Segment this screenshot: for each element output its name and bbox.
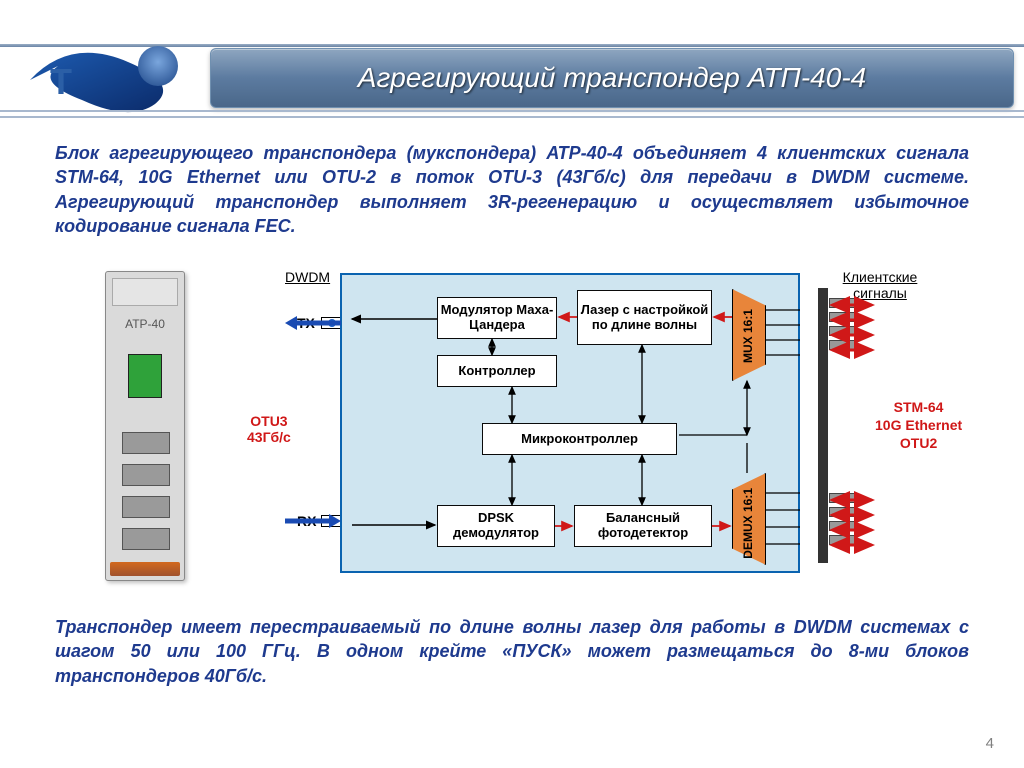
client-arrows-icon	[828, 295, 878, 555]
page-number: 4	[986, 735, 994, 752]
block-dpsk: DPSK демодулятор	[437, 505, 555, 547]
dwdm-label: DWDM	[285, 269, 330, 285]
rx-arrow-icon	[283, 511, 343, 531]
page-title: Агрегирующий транспондер АТП-40-4	[358, 62, 866, 94]
block-laser: Лазер с настройкой по длине волны	[577, 290, 712, 345]
block-modulator: Модулятор Маха-Цандера	[437, 297, 557, 339]
figure: ATP-40 DWDM Клиентские сигналы TX RX OTU…	[55, 263, 969, 593]
sub-lines	[0, 110, 1024, 118]
sfp-port-icon	[122, 464, 170, 486]
block-diagram: Модулятор Маха-Цандера Контроллер Лазер …	[340, 273, 800, 573]
paragraph-1: Блок агрегирующего транспондера (мукспон…	[55, 141, 969, 238]
block-microcontroller: Микроконтроллер	[482, 423, 677, 455]
demux-label: DEMUX 16:1	[741, 488, 755, 559]
green-port-icon	[128, 354, 162, 398]
header-bar: Агрегирующий транспондер АТП-40-4	[210, 48, 1014, 108]
tx-arrow-icon	[283, 313, 343, 333]
mux-label: MUX 16:1	[741, 309, 755, 363]
sfp-port-icon	[122, 432, 170, 454]
sfp-port-icon	[122, 496, 170, 518]
block-balanced: Балансный фотодетектор	[574, 505, 712, 547]
company-logo: T	[10, 42, 200, 117]
client-bar	[818, 288, 828, 563]
svg-text:T: T	[50, 61, 72, 102]
handle-icon	[110, 562, 180, 576]
paragraph-2: Транспондер имеет перестраиваемый по дли…	[55, 615, 969, 688]
hardware-card: ATP-40	[105, 271, 185, 581]
otu3-label: OTU343Гб/с	[247, 413, 291, 445]
client-signals-label: STM-6410G EthernetOTU2	[875, 398, 962, 453]
sfp-port-icon	[122, 528, 170, 550]
card-label: ATP-40	[106, 317, 184, 331]
block-controller: Контроллер	[437, 355, 557, 387]
